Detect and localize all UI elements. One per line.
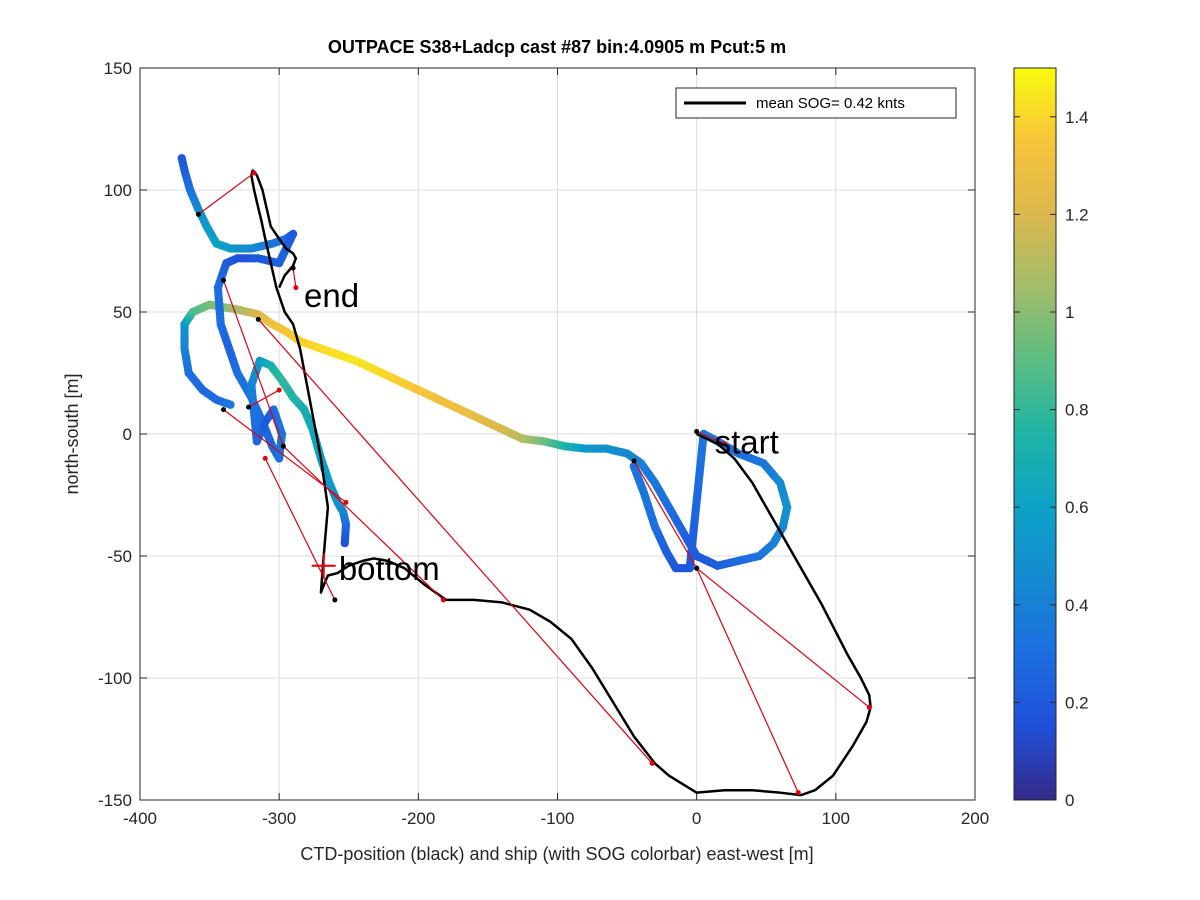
ship-marker: [649, 760, 655, 766]
ctd-marker: [221, 277, 226, 283]
ship-track: [177, 154, 792, 573]
ctd-marker: [195, 211, 201, 217]
ctd-marker: [290, 265, 296, 271]
y-axis-label: north-south [m]: [62, 373, 82, 494]
ctd-marker: [694, 429, 700, 435]
ship-marker: [251, 170, 257, 176]
connector-line: [696, 567, 870, 708]
colorbar-tick-label: 0.6: [1065, 498, 1089, 517]
ship-marker: [440, 597, 446, 603]
connector-line: [248, 389, 280, 408]
ctd-marker: [332, 597, 338, 603]
colorbar-tick-label: 0.8: [1065, 401, 1089, 420]
y-tick-label: -50: [107, 547, 132, 566]
chart-title: OUTPACE S38+Ladcp cast #87 bin:4.0905 m …: [328, 37, 786, 57]
annotations: start end bottom: [304, 277, 779, 587]
x-tick-label: 0: [692, 809, 701, 828]
connector-line: [633, 460, 698, 569]
ship-marker: [262, 455, 268, 461]
connector-line: [696, 567, 799, 793]
connector-line: [222, 280, 284, 447]
y-tick-label: 0: [123, 425, 132, 444]
x-tick-label: -400: [123, 809, 157, 828]
colorbar-tick-label: 1.2: [1065, 205, 1089, 224]
y-tick-label: 150: [104, 59, 132, 78]
connector-line: [257, 318, 653, 764]
ctd-marker: [280, 443, 286, 449]
connector-line: [292, 267, 297, 288]
connector-line: [696, 431, 725, 445]
x-axis-label: CTD-position (black) and ship (with SOG …: [300, 844, 813, 864]
colorbar-tick-label: 0.2: [1065, 693, 1089, 712]
plot-marks: [177, 154, 872, 797]
connector-lines: [195, 170, 872, 796]
y-tick-label: -100: [98, 669, 132, 688]
colorbar-tick-label: 1: [1065, 303, 1074, 322]
ctd-marker: [694, 565, 700, 571]
ship-marker: [343, 499, 349, 505]
colorbar-gradient: [1013, 67, 1057, 801]
x-tick-label: 100: [822, 809, 850, 828]
x-tick-label: 200: [961, 809, 989, 828]
ctd-marker: [221, 407, 226, 413]
y-tick-label: -150: [98, 791, 132, 810]
annotation-bottom: bottom: [339, 550, 440, 587]
x-tick-label: -100: [540, 809, 574, 828]
ship-marker: [276, 387, 282, 393]
connector-line: [198, 172, 255, 215]
colorbar-tick-label: 1.4: [1065, 108, 1089, 127]
ship-marker: [795, 790, 801, 796]
plot-frame: [139, 67, 976, 801]
legend-label: mean SOG= 0.42 knts: [756, 95, 905, 112]
ship-point: [340, 538, 349, 548]
ship-marker: [866, 704, 872, 710]
ctd-marker: [246, 404, 252, 410]
x-tick-label: -300: [262, 809, 296, 828]
ship-marker: [293, 285, 299, 291]
connector-line: [282, 445, 444, 601]
ctd-marker: [631, 458, 637, 464]
legend[interactable]: mean SOG= 0.42 knts: [675, 87, 957, 119]
ctd-marker: [255, 316, 261, 322]
ship-marker: [722, 441, 727, 447]
connector-line: [223, 409, 347, 503]
annotation-start: start: [715, 423, 779, 460]
colorbar-ticks: 0 0.2 0.4 0.6 0.8 1 1.2 1.4: [1014, 108, 1089, 810]
axis-ticks: -400 -300 -200 -100 0 100 200 150 100 50 0 -50 -100 -…: [98, 59, 989, 828]
annotation-end: end: [304, 277, 359, 314]
x-tick-label: -200: [401, 809, 435, 828]
y-tick-label: 100: [104, 181, 132, 200]
y-tick-label: 50: [113, 303, 132, 322]
colorbar-tick-label: 0.4: [1065, 596, 1089, 615]
colorbar-tick-label: 0: [1065, 791, 1074, 810]
colorbar: 0 0.2 0.4 0.6 0.8 1 1.2 1.4: [1013, 67, 1089, 810]
